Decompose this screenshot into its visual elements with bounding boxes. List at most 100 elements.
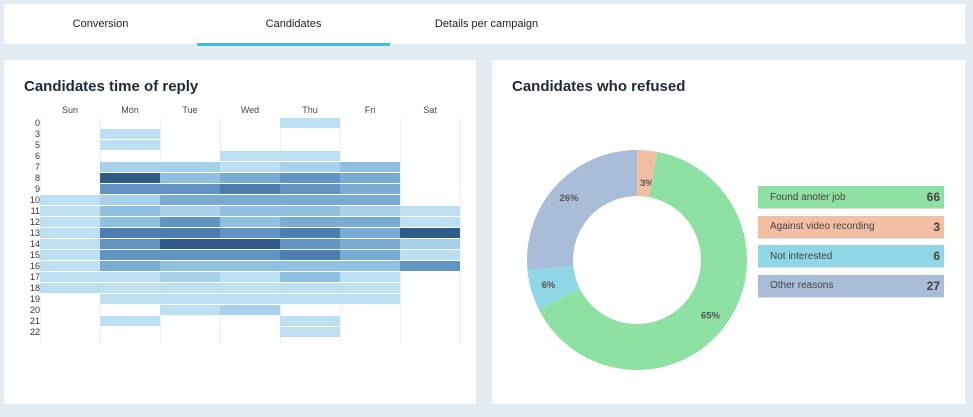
- heatmap-cell-tue-14: [160, 239, 220, 249]
- heatmap-cell-sat-13: [400, 228, 460, 238]
- legend-item-not-interested[interactable]: Not interested 6: [758, 245, 944, 267]
- heatmap-row-label-6: 6: [34, 151, 40, 161]
- heatmap-cell-thu-22: [280, 327, 340, 337]
- heatmap-cell-sun-15: [40, 250, 100, 260]
- heatmap-cell-sun-12: [40, 217, 100, 227]
- legend-label: Against video recording: [770, 221, 875, 232]
- donut-slice-label: 3%: [640, 178, 654, 189]
- tab-conversion[interactable]: Conversion: [72, 18, 129, 30]
- heatmap-cell-fri-19: [340, 294, 400, 304]
- legend-item-found-anoter-job[interactable]: Found anoter job 66: [758, 186, 944, 208]
- heatmap-cell-sun-17: [40, 272, 100, 282]
- heatmap-cell-thu-8: [280, 173, 340, 183]
- legend-value: 27: [926, 278, 940, 293]
- heatmap-cell-fri-10: [340, 195, 400, 205]
- heatmap-row-label-14: 14: [29, 239, 40, 249]
- tab-candidates[interactable]: Candidates: [197, 4, 390, 46]
- heatmap-cell-mon-18: [100, 283, 160, 293]
- heatmap-row-label-20: 20: [29, 305, 40, 315]
- heatmap-cell-mon-19: [100, 294, 160, 304]
- heatmap-cell-thu-12: [280, 217, 340, 227]
- heatmap-cell-wed-12: [220, 217, 280, 227]
- tab-details-per-campaign[interactable]: Details per campaign: [434, 18, 539, 30]
- heatmap-cell-tue-18: [160, 283, 220, 293]
- donut-legend: Found anoter job 66 Against video recordin…: [758, 186, 944, 304]
- heatmap-cell-mon-8: [100, 173, 160, 183]
- donut-title: Candidates who refused: [512, 78, 686, 95]
- heatmap-col-label-fri: Fri: [364, 105, 376, 115]
- heatmap-cell-mon-9: [100, 184, 160, 194]
- heatmap-row-label-3: 3: [34, 129, 40, 139]
- heatmap-cell-mon-10: [100, 195, 160, 205]
- tab-bar: Conversion Candidates Details per campai…: [4, 4, 965, 46]
- heatmap-cell-sat-11: [400, 206, 460, 216]
- heatmap-cell-mon-11: [100, 206, 160, 216]
- heatmap-cell-mon-5: [100, 140, 160, 150]
- heatmap-cell-fri-18: [340, 283, 400, 293]
- heatmap-row-label-9: 9: [34, 184, 40, 194]
- heatmap-cell-tue-9: [160, 184, 220, 194]
- legend-value: 66: [926, 190, 940, 204]
- legend-item-other-reasons[interactable]: Other reasons 27: [758, 274, 944, 297]
- heatmap-cell-tue-16: [160, 261, 220, 271]
- heatmap-cell-mon-12: [100, 217, 160, 227]
- legend-label: Found anoter job: [770, 191, 846, 203]
- legend-label: Not interested: [770, 250, 833, 262]
- donut-slice-other-reasons[interactable]: [527, 150, 637, 271]
- heatmap-cell-sun-16: [40, 261, 100, 271]
- heatmap-col-label-sun: Sun: [61, 105, 78, 115]
- heatmap-cell-sun-11: [40, 206, 100, 216]
- heatmap-row-label-18: 18: [29, 283, 40, 293]
- donut-chart: 3% 65% 6% 26%: [527, 150, 747, 370]
- heatmap-cell-tue-17: [160, 272, 220, 282]
- heatmap-cell-wed-20: [220, 305, 280, 315]
- heatmap-cell-fri-11: [340, 206, 400, 216]
- heatmap-row-label-17: 17: [29, 272, 40, 282]
- legend-value: 6: [933, 249, 940, 263]
- heatmap-cell-sat-16: [400, 261, 460, 271]
- heatmap-cell-sat-15: [400, 250, 460, 260]
- heatmap-cell-thu-7: [280, 162, 340, 172]
- heatmap-cell-wed-15: [220, 250, 280, 260]
- heatmap-cell-thu-18: [280, 283, 340, 293]
- heatmap-row-label-16: 16: [29, 261, 40, 271]
- donut-slice-label: 65%: [701, 310, 721, 321]
- heatmap-cell-sat-14: [400, 239, 460, 249]
- refused-panel: Candidates who refused 3% 65% 6% 26% Found …: [492, 60, 965, 404]
- heatmap-row-label-21: 21: [29, 316, 40, 326]
- heatmap-cell-thu-17: [280, 272, 340, 282]
- heatmap-cell-mon-16: [100, 261, 160, 271]
- donut-slice-found-anoter-job[interactable]: [538, 151, 747, 370]
- heatmap-cell-fri-15: [340, 250, 400, 260]
- heatmap-cell-sat-12: [400, 217, 460, 227]
- heatmap-cell-wed-19: [220, 294, 280, 304]
- heatmap-row-label-0: 0: [34, 118, 40, 128]
- heatmap-chart: Sun Mon Tue Wed Thu Fri Sat 0 3 5 6 7 8 9 10 11 12 13 14 15…: [4, 60, 476, 404]
- heatmap-cell-fri-7: [340, 162, 400, 172]
- heatmap-row-label-22: 22: [29, 327, 40, 337]
- donut-slice-against-video-recording[interactable]: [637, 150, 658, 198]
- heatmap-row-label-7: 7: [34, 162, 40, 172]
- legend-item-against-video-recording[interactable]: Against video recording 3: [758, 215, 944, 238]
- heatmap-cell-mon-3: [100, 129, 160, 139]
- heatmap-cell-wed-11: [220, 206, 280, 216]
- heatmap-cell-tue-8: [160, 173, 220, 183]
- heatmap-cell-thu-11: [280, 206, 340, 216]
- heatmap-row-label-8: 8: [34, 173, 40, 183]
- heatmap-cell-tue-20: [160, 305, 220, 315]
- heatmap-row-label-11: 11: [30, 206, 40, 216]
- heatmap-cell-thu-13: [280, 228, 340, 238]
- heatmap-cell-tue-12: [160, 217, 220, 227]
- heatmap-cell-tue-11: [160, 206, 220, 216]
- heatmap-col-label-sat: Sat: [423, 105, 437, 115]
- heatmap-cell-sun-14: [40, 239, 100, 249]
- legend-value: 3: [933, 219, 940, 234]
- donut-slice-label: 6%: [542, 280, 556, 291]
- heatmap-cell-tue-19: [160, 294, 220, 304]
- donut-slice-not-interested[interactable]: [527, 265, 580, 310]
- heatmap-cell-thu-16: [280, 261, 340, 271]
- heatmap-cell-wed-7: [220, 162, 280, 172]
- heatmap-cell-fri-12: [340, 217, 400, 227]
- heatmap-row-label-12: 12: [29, 217, 40, 227]
- heatmap-cell-fri-14: [340, 239, 400, 249]
